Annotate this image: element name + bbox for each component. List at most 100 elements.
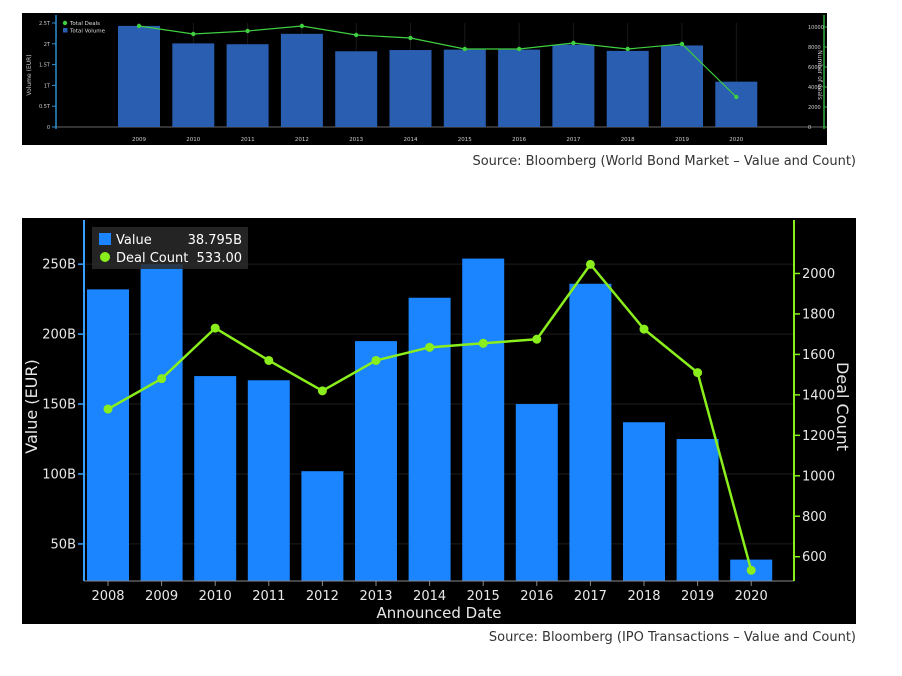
chart2-source-caption: Source: Bloomberg (IPO Transactions – Va…	[488, 630, 856, 645]
right-axis-label: Deal Count	[833, 362, 852, 451]
point-deal-count	[317, 386, 327, 396]
line-total-deals	[138, 25, 737, 98]
bar-value	[301, 471, 344, 581]
point-total-deals	[571, 40, 576, 46]
x-tick-label: 2018	[621, 137, 635, 143]
point-total-deals	[625, 46, 630, 52]
x-tick-label: 2010	[186, 137, 200, 143]
bar-value	[462, 258, 505, 581]
x-tick-label: 2015	[458, 137, 472, 143]
world-bond-market-chart: 0 0.5T 1T 1.5T 2T 2.5T Volume (EUR) 0 2000 4000 60…	[22, 13, 827, 145]
left-axis-label: Value (EUR)	[22, 359, 41, 453]
bar-total-volume	[118, 25, 160, 127]
x-tick-label: 2012	[295, 137, 309, 143]
left-tick-label: 200B	[42, 328, 76, 343]
bar-total-volume	[606, 50, 649, 127]
x-tick-label: 2016	[520, 589, 553, 604]
left-tick-label: 1T	[44, 83, 51, 89]
point-deal-count	[371, 355, 381, 365]
legend: Total Deals Total Volume	[62, 20, 106, 35]
point-deal-count	[746, 565, 756, 575]
x-tick-label: 2015	[467, 589, 500, 604]
x-tick-label: 2014	[404, 137, 418, 143]
x-tick-label: 2020	[729, 137, 743, 143]
x-tick-label: 2017	[566, 137, 580, 143]
point-total-deals	[734, 94, 739, 100]
left-tick-label: 2T	[44, 42, 51, 48]
point-deal-count	[425, 342, 435, 352]
x-tick-label: 2009	[145, 589, 178, 604]
point-deal-count	[532, 334, 542, 344]
legend-label-total-volume: Total Volume	[69, 29, 106, 35]
right-tick-label: 1000	[802, 469, 835, 484]
bar-value	[515, 404, 558, 581]
bar-value	[676, 439, 719, 581]
left-tick-label: 2.5T	[39, 21, 51, 27]
x-tick-label: 2009	[132, 137, 146, 143]
right-tick-label: 0	[808, 125, 811, 131]
ipo-transactions-chart: 2008 2009 2010 2011 2012 2013 2014 2015 2016 2017…	[22, 218, 856, 624]
bar-value	[194, 376, 237, 581]
x-tick-label: 2012	[306, 589, 339, 604]
legend-value-deal-count: 533.00	[197, 251, 243, 266]
legend-label-deal-count: Deal Count	[116, 251, 188, 266]
point-deal-count	[264, 355, 274, 365]
bar-value	[247, 380, 290, 581]
legend-label-total-deals: Total Deals	[69, 21, 100, 27]
legend-marker-value	[99, 233, 111, 245]
x-axis-label: Announced Date	[376, 604, 501, 622]
x-tick-label: 2008	[91, 589, 124, 604]
x-tick-label: 2017	[574, 589, 607, 604]
x-tick-label: 2019	[681, 589, 714, 604]
right-tick-label: 1600	[802, 348, 835, 363]
bar-total-volume	[280, 33, 323, 127]
right-axis-label: Number of deals	[816, 50, 823, 100]
bar-value	[355, 341, 397, 581]
x-tick-label: 2018	[627, 589, 660, 604]
x-tick-label: 2013	[349, 137, 363, 143]
x-tick-label: 2019	[675, 137, 689, 143]
right-tick-label: 2000	[802, 267, 835, 282]
bar-total-volume	[552, 44, 595, 127]
right-tick-label: 4000	[808, 85, 821, 91]
left-axis-label: Volume (EUR)	[26, 54, 33, 95]
point-deal-count	[639, 324, 649, 334]
x-tick-label: 2014	[413, 589, 446, 604]
legend-marker-total-deals	[62, 20, 68, 26]
legend-marker-total-volume	[63, 28, 68, 33]
right-tick-label: 1800	[802, 307, 835, 322]
point-deal-count	[103, 404, 113, 414]
point-deal-count	[693, 368, 703, 378]
point-total-deals	[679, 41, 685, 47]
right-tick-label: 1200	[802, 429, 835, 444]
point-total-deals	[354, 32, 359, 38]
point-total-deals	[245, 28, 250, 34]
right-tick-label: 10000	[808, 25, 824, 31]
right-tick-label: 6000	[808, 65, 821, 71]
legend-value-value: 38.795B	[188, 233, 242, 248]
right-tick-label: 2000	[808, 105, 821, 111]
legend-background	[92, 227, 248, 269]
right-tick-label: 800	[802, 510, 827, 525]
bar-total-volume	[172, 43, 215, 127]
bar-value	[623, 422, 665, 581]
x-tick-label: 2016	[512, 137, 526, 143]
point-deal-count	[478, 338, 488, 348]
left-tick-label: 1.5T	[39, 63, 51, 69]
bar-total-volume	[498, 49, 541, 127]
ipo-transactions-plot: 2008 2009 2010 2011 2012 2013 2014 2015 2016 2017…	[22, 220, 852, 622]
point-total-deals	[191, 31, 196, 37]
bar-total-volume	[443, 49, 486, 127]
point-total-deals	[408, 35, 413, 41]
x-tick-label: 2020	[735, 589, 768, 604]
point-deal-count	[585, 259, 595, 269]
bar-value	[408, 297, 451, 581]
x-tick-label: 2013	[359, 589, 392, 604]
bar-value	[87, 289, 129, 581]
x-tick-label: 2010	[199, 589, 232, 604]
left-tick-label: 150B	[42, 398, 76, 413]
x-tick-label: 2011	[241, 137, 255, 143]
left-tick-label: 250B	[42, 258, 76, 273]
bar-total-volume	[389, 50, 432, 127]
